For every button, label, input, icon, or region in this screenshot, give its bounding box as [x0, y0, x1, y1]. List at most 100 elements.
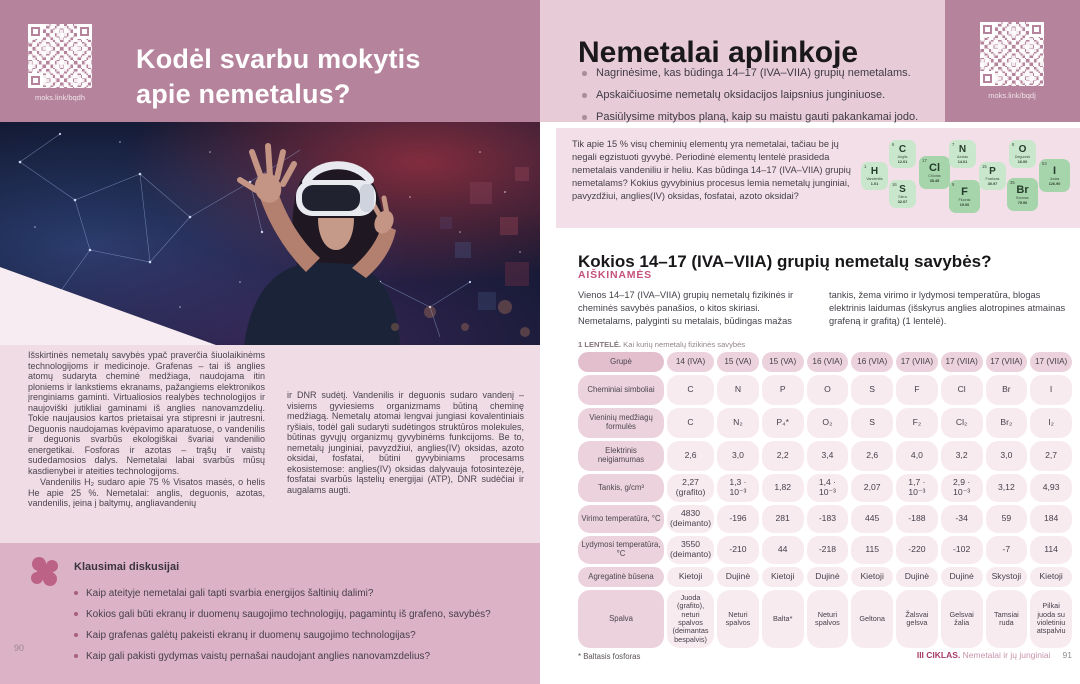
element-ms: 1.01	[870, 181, 879, 186]
element-nm: Chloras	[928, 174, 941, 178]
left-body-column-1: Išskirtinės nemetalų savybės ypač praver…	[28, 350, 265, 509]
right-header: Nemetalai aplinkoje Nagrinėsime, kas būd…	[540, 0, 945, 123]
table-cell: 3,12	[985, 474, 1028, 502]
objective-item: Nagrinėsime, kas būdinga 14–17 (IVA–VIIA…	[582, 62, 918, 84]
table-cell: Kietoji	[667, 567, 715, 587]
discussion-icon	[31, 557, 58, 586]
table-cell: Gelsvai žalia	[940, 590, 983, 648]
element-nm: Azotas	[957, 155, 968, 159]
qr-code-icon	[28, 24, 92, 88]
element-sym: H	[870, 166, 879, 177]
table-cell: C	[667, 375, 715, 405]
table-cell: N	[717, 375, 759, 405]
vr-headset-strap	[306, 165, 370, 182]
element-ms: 30.97	[987, 181, 998, 186]
qr-caption: moks.link/bqdj	[988, 91, 1036, 100]
table-cell: Kietoji	[851, 567, 894, 587]
table-cell: 1,7 · 10⁻³	[896, 474, 938, 502]
right-footer: III CIKLAS. Nemetalai ir jų junginiai 91	[917, 650, 1072, 660]
element-nm: Siera	[898, 195, 907, 199]
qr-panel-right: moks.link/bqdj	[945, 0, 1080, 122]
qr-code-icon	[980, 22, 1044, 86]
table-cell: 3,0	[717, 441, 759, 471]
table-cell: F₂	[896, 408, 938, 438]
table-cell: 2,07	[851, 474, 894, 502]
table-cell: I₂	[1030, 408, 1072, 438]
row-label: Vieninių medžiagų formulės	[578, 408, 664, 438]
table-cell: 59	[985, 505, 1028, 533]
table-cell: -183	[806, 505, 849, 533]
table-cell: 4,93	[1030, 474, 1072, 502]
table-caption-number: 1 LENTELĖ.	[578, 340, 622, 349]
element-sym: C	[898, 144, 907, 155]
element-nm: Bromas	[1016, 196, 1029, 200]
element-num: 15	[982, 163, 987, 169]
explain-column-1: Vienos 14–17 (IVA–VIIA) grupių nemetalų …	[578, 290, 794, 327]
table-cell: S	[851, 375, 894, 405]
row-label: Lydymosi temperatūra, °C	[578, 536, 664, 564]
intro-paragraph: Tik apie 15 % visų cheminių elementų yra…	[572, 139, 851, 202]
table-cell: 3,0	[985, 441, 1028, 471]
objective-item: Apskaičiuosime nemetalų oksidacijos laip…	[582, 84, 918, 106]
table-cell: 1,4 · 10⁻³	[806, 474, 849, 502]
table-cell: 281	[761, 505, 804, 533]
element-nm: Fluoras	[958, 198, 971, 202]
element-ms: 32.07	[897, 199, 908, 204]
discussion-band: Klausimai diskusijai Kaip ateityje nemet…	[0, 543, 540, 684]
table-cell: Geltona	[851, 590, 894, 648]
table-cell: P₄*	[761, 408, 804, 438]
table-cell: S	[851, 408, 894, 438]
table-caption-text: Kai kurių nemetalų fizikinės savybės	[621, 340, 746, 349]
table-cell: 3,2	[940, 441, 983, 471]
element-ms: 16.00	[1017, 159, 1028, 164]
table-cell: O₂	[806, 408, 849, 438]
qr-block-left: moks.link/bqdh	[28, 24, 92, 102]
table-cell: Kietoji	[761, 567, 804, 587]
objectives-list: Nagrinėsime, kas būdinga 14–17 (IVA–VIIA…	[582, 62, 918, 128]
row-label: Cheminiai simboliai	[578, 375, 664, 405]
table-cell: 17 (VIIA)	[896, 352, 938, 372]
discussion-title: Klausimai diskusijai	[74, 561, 180, 573]
discussion-question: Kokios gali būti ekranų ir duomenų saugo…	[74, 604, 491, 625]
element-tile-s: 16 S Siera 32.07	[889, 180, 916, 208]
table-cell: 115	[851, 536, 894, 564]
table-cell: 15 (VA)	[761, 352, 804, 372]
discussion-question: Kaip grafenas galėtų pakeisti ekranų ir …	[74, 625, 491, 646]
left-body-column-2: ir DNR sudėtį. Vandenilis ir deguonis su…	[287, 350, 524, 509]
element-num: 1	[864, 163, 867, 169]
element-sym: S	[899, 184, 906, 195]
table-cell: 445	[851, 505, 894, 533]
paragraph: ir DNR sudėtį. Vandenilis ir deguonis su…	[287, 390, 524, 495]
table-cell: Br	[985, 375, 1028, 405]
element-num: 7	[952, 141, 955, 147]
table-cell: 1,82	[761, 474, 804, 502]
element-tiles: 1 H Vandenilis 1.01 6 C Anglis 12.01 16 S Siera 32.…	[841, 128, 1080, 228]
row-label: Agregatinė būsena	[578, 567, 664, 587]
table-cell: Juoda (grafito), neturi spalvos (deimant…	[667, 590, 715, 648]
table-cell: 2,6	[667, 441, 715, 471]
table-cell: -7	[985, 536, 1028, 564]
table-cell: Dujinė	[940, 567, 983, 587]
element-sym: F	[961, 186, 968, 198]
table-cell: 114	[1030, 536, 1072, 564]
table-cell: N₂	[717, 408, 759, 438]
intro-box: Tik apie 15 % visų cheminių elementų yra…	[556, 128, 1080, 228]
qr-block-right: moks.link/bqdj	[980, 22, 1044, 100]
right-page-title: Nemetalai aplinkoje	[578, 36, 859, 70]
table-cell: I	[1030, 375, 1072, 405]
table-cell: -220	[896, 536, 938, 564]
page-number-left: 90	[14, 643, 25, 653]
table-cell: P	[761, 375, 804, 405]
table-cell: -188	[896, 505, 938, 533]
vr-photo	[0, 122, 540, 345]
right-page: Nemetalai aplinkoje Nagrinėsime, kas būd…	[540, 0, 1080, 684]
table-cell: 2,27 (grafito)	[667, 474, 715, 502]
table-cell: Cl₂	[940, 408, 983, 438]
element-ms: 19.00	[959, 202, 970, 207]
table-cell: C	[667, 408, 715, 438]
pixel-mosaic	[440, 167, 529, 310]
section-heading: Kokios 14–17 (IVA–VIIA) grupių nemetalų …	[578, 252, 992, 272]
explain-column-2: tankis, žema virimo ir lydymosi temperat…	[829, 290, 1066, 327]
table-cell: Neturi spalvos	[806, 590, 849, 648]
table-cell: Dujinė	[806, 567, 849, 587]
